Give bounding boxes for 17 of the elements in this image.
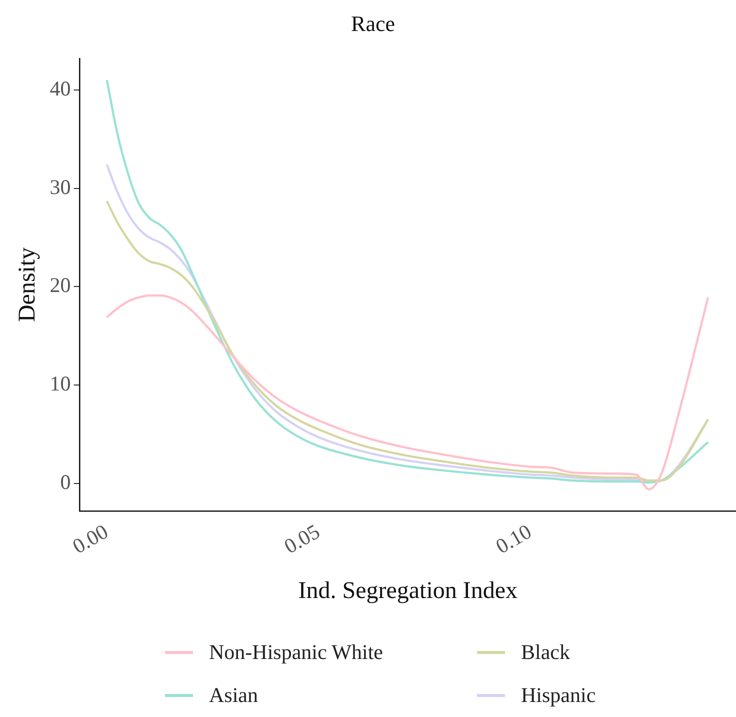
- y-tick-label: 30: [50, 174, 71, 199]
- legend-label: Non-Hispanic White: [209, 640, 383, 665]
- line-series: [106, 294, 710, 490]
- x-axis-title: Ind. Segregation Index: [298, 578, 518, 604]
- x-tick-label: 0.10: [492, 519, 536, 558]
- chart-title: Race: [351, 10, 395, 36]
- legend-label: Hispanic: [521, 683, 596, 708]
- y-tick-label: 20: [50, 273, 71, 298]
- legend-label: Asian: [209, 683, 258, 708]
- y-tick-label: 0: [60, 470, 71, 494]
- y-tick-label: 40: [50, 76, 71, 100]
- x-tick-label: 0.00: [68, 519, 112, 558]
- y-axis-title: Density: [14, 247, 41, 322]
- y-tick-label: 10: [50, 372, 71, 396]
- x-tick-label: 0.05: [280, 519, 324, 558]
- legend-label: Black: [521, 640, 570, 665]
- line-series: [106, 78, 710, 484]
